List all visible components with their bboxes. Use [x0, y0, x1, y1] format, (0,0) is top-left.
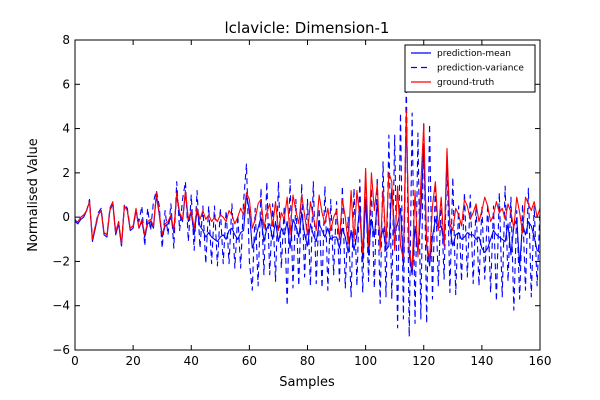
legend-label: prediction-mean [437, 49, 511, 59]
legend-label: prediction-variance [437, 64, 524, 74]
x-axis-label: Samples [279, 375, 335, 390]
legend-label: ground-truth [437, 78, 494, 88]
series-layer [75, 79, 540, 338]
x-tick-label: 80 [300, 354, 315, 368]
chart-title: lclavicle: Dimension-1 [225, 19, 390, 37]
x-tick-label: 100 [354, 354, 377, 368]
y-axis-label: Normalised Value [26, 138, 41, 252]
y-tick-label: 4 [62, 122, 70, 136]
legend: prediction-mean prediction-variance ground… [404, 44, 536, 93]
x-tick-label: 160 [529, 354, 552, 368]
y-tick-label: 2 [62, 166, 70, 180]
x-tick-label: 0 [71, 354, 79, 368]
y-tick-label: −4 [52, 299, 70, 313]
x-tick-label: 60 [242, 354, 257, 368]
plot-area: 0 20 40 60 80 100 120 140 160 −6 −4 −2 0 2 4 6 8 [52, 33, 551, 368]
y-tick-label: 8 [62, 33, 70, 47]
y-tick-label: −6 [52, 343, 70, 357]
x-tick-label: 120 [412, 354, 435, 368]
series-line-prediction-mean [75, 116, 540, 276]
series-line-ground-truth [75, 110, 540, 269]
x-tick-label: 140 [470, 354, 493, 368]
x-tick-label: 40 [184, 354, 199, 368]
y-tick-label: 0 [62, 210, 70, 224]
y-tick-label: 6 [62, 77, 70, 91]
series-line-prediction-variance [75, 79, 540, 338]
x-tick-label: 20 [125, 354, 140, 368]
ticks-layer: 0 20 40 60 80 100 120 140 160 −6 −4 −2 0 2 4 6 8 [52, 33, 551, 368]
y-tick-label: −2 [52, 254, 70, 268]
